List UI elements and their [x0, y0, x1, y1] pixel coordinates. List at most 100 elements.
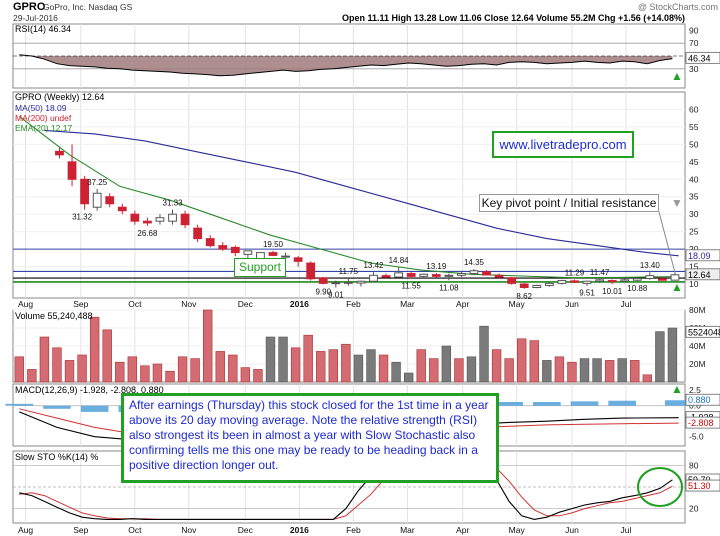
price-point-label-1: 37.25: [87, 178, 108, 187]
candle-body-35: [494, 274, 504, 278]
candle-body-37: [519, 283, 529, 289]
macd-legend: MACD(12,26,9) -1.928, -2.808, 0.880: [15, 385, 164, 395]
macd-hist-bar-13: [495, 401, 523, 406]
bottom-xtick-1: Sep: [73, 525, 88, 535]
ma50-line: [44, 129, 679, 257]
candle-body-7: [143, 220, 152, 224]
company-name: GoPro, Inc. Nasdaq GS: [43, 2, 133, 12]
candle-body-9: [168, 213, 177, 222]
macd-hist-bar-15: [570, 401, 599, 406]
volume-bar-9: [127, 356, 138, 383]
candle-body-41: [570, 280, 579, 283]
support-callout-text: Support: [238, 260, 282, 274]
price-point-label-6: 9.90: [315, 287, 331, 296]
macd-ytick-0.0: 0.0: [689, 401, 701, 411]
price-point-label-3: 31.33: [163, 199, 184, 208]
volume-bar-7: [102, 329, 112, 383]
price-point-label-20: 10.88: [627, 284, 648, 293]
price-up-arrow-icon: ▲: [671, 280, 683, 294]
price-point-label-18: 11.47: [590, 268, 610, 277]
bottom-xtick-2: Oct: [128, 525, 142, 535]
candle-body-21: [318, 277, 328, 284]
rsi-ytick-90: 90: [689, 25, 699, 35]
price-xtick-4: Dec: [238, 299, 254, 309]
volume-bar-41: [529, 340, 539, 383]
candle-body-36: [507, 277, 517, 284]
price-point-label-11: 11.55: [401, 282, 421, 291]
volume-bar-24: [316, 351, 326, 383]
volume-bar-51: [655, 331, 665, 383]
price-xtick-6: Feb: [346, 299, 361, 309]
stochastic-d-last-label-box: [685, 479, 720, 492]
volume-bar-37: [479, 325, 489, 383]
price-ytick-35: 35: [689, 192, 699, 202]
macd-hist-bar-17: [664, 400, 693, 406]
stochastic-ytick-80: 80: [689, 460, 699, 470]
volume-bar-15: [202, 309, 213, 383]
volume-bar-10: [140, 365, 150, 383]
candle-body-43: [595, 279, 604, 282]
macd-ytick-2.5: 2.5: [689, 385, 701, 395]
candle-body-18: [281, 255, 290, 258]
candle-body-26: [381, 275, 391, 278]
candle-body-44: [607, 280, 617, 283]
volume-bar-16: [215, 351, 225, 383]
rsi-last-label-box: [685, 51, 720, 64]
candle-body-11: [193, 227, 203, 240]
volume-bar-48: [617, 358, 627, 383]
volume-bar-45: [579, 358, 590, 383]
candle-body-0: [55, 150, 64, 156]
candle-body-17: [268, 252, 278, 256]
price-point-label-15: 8.62: [516, 292, 532, 301]
candle-body-39: [544, 282, 554, 286]
bottom-xtick-5: 2016: [290, 525, 309, 535]
candle-body-49: [670, 274, 680, 281]
volume-bar-46: [592, 358, 602, 383]
pivot-down-arrow-icon: ▼: [671, 196, 683, 210]
price-xtick-8: Apr: [456, 299, 469, 309]
volume-bar-11: [152, 363, 163, 383]
price-xtick-5: 2016: [290, 299, 309, 309]
volume-bar-30: [391, 361, 401, 383]
chart-date: 29-Jul-2016: [13, 13, 58, 23]
volume-bar-12: [165, 370, 175, 383]
website-box[interactable]: www.livetradepro.com: [492, 131, 634, 158]
macd-hist-bar-16: [608, 400, 637, 406]
candle-body-34: [482, 271, 491, 276]
ema20-line: [18, 115, 679, 279]
price-close-last-label-box: [685, 268, 720, 281]
macd-hist-bar-1: [43, 405, 71, 409]
volume-ytick-20M: 20M: [689, 359, 706, 369]
candle-body-6: [130, 213, 140, 222]
bottom-xtick-6: Feb: [346, 525, 361, 535]
bottom-xtick-11: Jul: [621, 525, 632, 535]
candle-body-14: [230, 246, 240, 254]
price-ytick-45: 45: [689, 157, 699, 167]
rsi-legend: RSI(14) 46.34: [15, 24, 71, 34]
price-ytick-15: 15: [689, 262, 699, 272]
price-xtick-0: Aug: [18, 299, 33, 309]
rsi-last-label: 46.34: [688, 53, 711, 63]
volume-bar-21: [278, 336, 288, 383]
candle-body-4: [105, 196, 115, 205]
price-close-last-label: 12.64: [688, 270, 711, 280]
candle-body-47: [645, 275, 655, 279]
bottom-xtick-7: Mar: [400, 525, 415, 535]
price-legend-ma50: MA(50) 18.09: [15, 103, 67, 113]
volume-ytick-80M: 80M: [689, 305, 706, 315]
price-ytick-55: 55: [689, 122, 699, 132]
price-point-label-7: 9.01: [328, 290, 344, 299]
volume-last-label-box: [685, 325, 720, 338]
rsi-fill: [19, 56, 673, 76]
volume-bar-8: [115, 361, 125, 383]
volume-bar-1: [27, 369, 37, 383]
pivot-callout-text: Key pivot point / Initial resistance: [481, 196, 657, 210]
volume-bar-29: [378, 354, 389, 383]
website-link[interactable]: www.livetradepro.com: [499, 137, 627, 152]
price-point-label-21: 13.40: [640, 261, 661, 270]
volume-bar-49: [630, 360, 640, 383]
stochastic-ytick-20: 20: [689, 504, 699, 514]
volume-bar-17: [228, 354, 238, 383]
candle-body-38: [532, 284, 542, 289]
